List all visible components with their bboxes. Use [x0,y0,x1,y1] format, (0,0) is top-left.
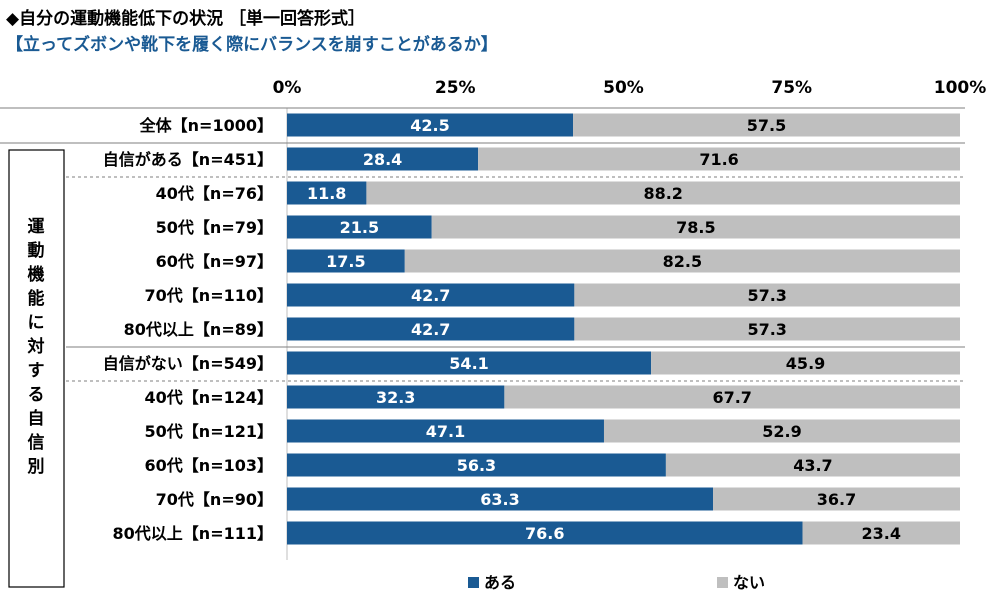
data-label-aru: 42.5 [410,116,449,135]
bar-aru [287,113,574,137]
data-label-nai: 57.5 [747,116,786,135]
row-label: 50代【n=121】 [145,422,273,441]
data-label-nai: 36.7 [817,490,856,509]
data-label-aru: 42.7 [411,286,450,305]
bar-aru [287,215,432,239]
data-label-nai: 23.4 [862,524,901,543]
row-label: 自信がある【n=451】 [103,150,273,169]
data-label-nai: 82.5 [663,252,702,271]
group-label-char: 動 [28,240,45,261]
data-label-aru: 63.3 [480,490,519,509]
row-label: 40代【n=124】 [145,388,273,407]
bar-nai [431,215,960,239]
chart-subtitle: 【立ってズボンや靴下を履く際にバランスを崩すことがあるか】 [6,35,498,55]
group-label-char: 機 [28,264,45,285]
data-label-aru: 42.7 [411,320,450,339]
row-label: 40代【n=76】 [156,184,273,203]
bar-aru [287,283,575,307]
data-label-nai: 57.3 [747,286,786,305]
bar-aru [287,385,505,409]
bar-aru [287,521,803,545]
data-label-aru: 47.1 [426,422,465,441]
bar-aru [287,181,367,205]
group-label-char: 別 [27,457,45,477]
bar-nai [574,317,960,341]
row-label: 80代以上【n=89】 [124,320,273,339]
data-label-aru: 32.3 [376,388,415,407]
data-label-aru: 28.4 [363,150,402,169]
data-label-aru: 21.5 [340,218,379,237]
data-label-nai: 67.7 [712,388,751,407]
row-label: 80代以上【n=111】 [113,524,273,543]
data-label-nai: 78.5 [676,218,715,237]
data-label-nai: 43.7 [793,456,832,475]
bar-nai [802,521,960,545]
data-label-aru: 17.5 [326,252,365,271]
bar-aru [287,147,479,171]
row-label: 60代【n=103】 [145,456,273,475]
data-label-nai: 45.9 [786,354,825,373]
bar-aru [287,419,604,443]
group-label-char: に [28,313,45,333]
bar-aru [287,317,575,341]
data-label-nai: 88.2 [643,184,682,203]
bar-nai [404,249,960,273]
bar-aru [287,249,405,273]
group-label-char: る [28,385,45,405]
bar-nai [504,385,960,409]
group-label-char: 自 [28,408,45,429]
chart-title: ◆自分の運動機能低下の状況 ［単一回答形式］ [6,9,365,29]
group-label-box [8,149,65,588]
bar-nai [651,351,960,375]
row-label: 自信がない【n=549】 [103,354,273,373]
data-label-nai: 71.6 [699,150,738,169]
group-label-char: す [28,361,45,381]
x-tick-label: 75% [771,78,812,98]
row-label: 全体【n=1000】 [139,116,273,135]
x-tick-label: 0% [273,78,302,98]
row-label: 60代【n=97】 [156,252,273,271]
x-tick-label: 100% [934,78,987,98]
data-label-aru: 76.6 [525,524,564,543]
bar-nai [713,487,960,511]
row-label: 70代【n=90】 [156,490,273,509]
bar-nai [574,283,960,307]
bar-nai [603,419,960,443]
x-tick-label: 25% [435,78,476,98]
bar-nai [478,147,960,171]
group-label-char: 能 [28,288,45,309]
bar-aru [287,351,652,375]
bar-nai [573,113,960,137]
group-label-char: 信 [28,432,45,453]
legend-label-aru: ある [484,573,516,592]
legend-swatch-aru [468,577,479,588]
legend-swatch-nai [717,577,728,588]
group-label-char: 対 [27,336,45,357]
bar-aru [287,487,714,511]
bar-nai [366,181,960,205]
row-label: 70代【n=110】 [145,286,273,305]
row-label: 50代【n=79】 [156,218,273,237]
data-label-aru: 11.8 [307,184,346,203]
data-label-nai: 52.9 [762,422,801,441]
group-label-char: 運 [28,217,45,237]
bar-aru [287,453,666,477]
data-label-aru: 54.1 [449,354,488,373]
data-label-nai: 57.3 [747,320,786,339]
legend-label-nai: ない [733,573,765,592]
x-tick-label: 50% [603,78,644,98]
bar-nai [665,453,960,477]
data-label-aru: 56.3 [457,456,496,475]
